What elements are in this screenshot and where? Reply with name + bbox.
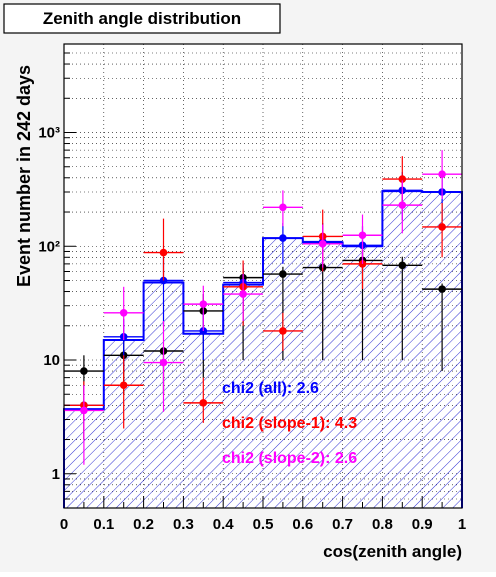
point-marker (358, 260, 367, 268)
x-tick-label: 0.5 (253, 516, 274, 533)
x-axis-label: cos(zenith angle) (323, 542, 462, 561)
x-tick-label: 0.7 (332, 516, 353, 533)
point-marker (438, 285, 446, 293)
point-marker (398, 261, 407, 270)
point-marker (80, 367, 88, 375)
point-marker (159, 248, 168, 257)
x-tick-label: 0.2 (133, 516, 154, 533)
data-point (143, 218, 184, 281)
y-tick-label: 1 (52, 466, 60, 483)
annotation-chi2-slope2: chi2 (slope-2): 2.6 (222, 450, 357, 467)
point-marker (159, 358, 168, 367)
annotation-chi2-all: chi2 (all): 2.6 (222, 380, 319, 397)
point-marker (199, 399, 208, 407)
point-marker (398, 201, 407, 209)
point-marker (119, 309, 128, 317)
data-point (263, 312, 303, 352)
point-marker (279, 270, 287, 278)
point-marker (398, 175, 407, 183)
y-tick-label: 10³ (38, 125, 60, 142)
point-marker (279, 327, 287, 335)
data-points (64, 150, 462, 465)
data-point (382, 180, 423, 234)
data-point (422, 203, 462, 258)
data-point (382, 256, 423, 361)
data-point (263, 223, 303, 264)
x-tick-label: 0 (60, 516, 68, 533)
point-marker (438, 223, 446, 231)
point-marker (239, 290, 247, 298)
data-point (183, 377, 224, 423)
point-marker (199, 300, 208, 308)
data-point (64, 385, 104, 465)
x-tick-label: 0.8 (372, 516, 393, 533)
point-marker (279, 203, 287, 212)
data-point (422, 150, 462, 200)
point-marker (119, 381, 128, 390)
x-tick-label: 0.1 (93, 516, 114, 533)
x-tick-label: 0.9 (412, 516, 433, 533)
y-axis-label: Event number in 242 days (14, 65, 34, 287)
data-point (342, 214, 383, 264)
data-point (103, 355, 144, 429)
title-box (3, 3, 281, 34)
data-point (422, 283, 462, 372)
data-point (143, 321, 184, 412)
point-marker (80, 406, 88, 415)
data-point (103, 286, 144, 340)
point-marker (358, 231, 367, 240)
x-tick-label: 0.4 (213, 516, 235, 533)
chart-title: Zenith angle distribution (43, 9, 241, 28)
x-tick-label: 0.3 (173, 516, 194, 533)
point-marker (318, 240, 327, 248)
data-point (223, 274, 263, 322)
point-marker (438, 170, 446, 179)
plot-border (63, 43, 463, 509)
data-point (302, 224, 343, 268)
y-tick-label: 10 (43, 352, 60, 369)
point-marker (279, 234, 287, 242)
x-tick-label: 1 (458, 516, 466, 533)
axis-ticks: 0 0.1 0.2 0.3 0.4 0.5 0.6 0.7 0.8 0.9 1 1 10 10² 10³ (38, 52, 466, 533)
data-point (263, 190, 303, 227)
data-point (183, 285, 224, 331)
x-tick-label: 0.6 (292, 516, 313, 533)
annotation-chi2-slope1: chi2 (slope-1): 4.3 (222, 415, 357, 432)
y-tick-label: 10² (38, 238, 60, 255)
